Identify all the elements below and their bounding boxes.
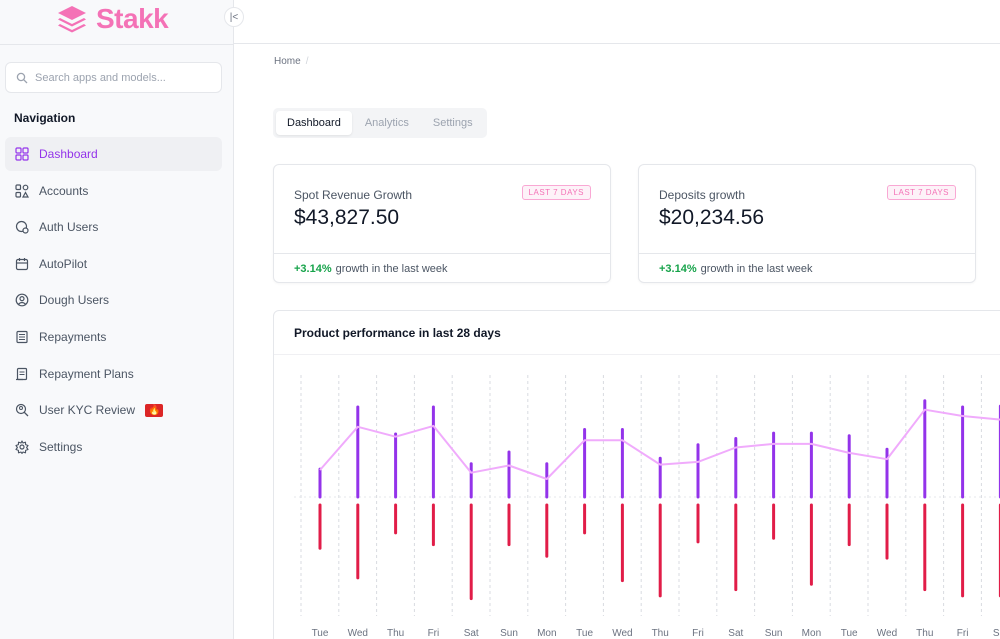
sidebar-item-label: Auth Users [39,220,99,235]
search-icon [16,72,28,83]
nav-heading: Navigation [14,111,76,125]
x-tick-label: Thu [916,628,933,639]
growth-text: growth in the last week [700,262,813,275]
sidebar-item-label: Dough Users [39,293,110,308]
accounts-icon [15,183,29,198]
kyc-search-icon [15,404,29,417]
sidebar-item-label: Repayments [39,329,107,344]
card-footer: +3.14% growth in the last week [639,253,975,283]
collapse-sidebar-button[interactable]: |< [224,7,244,27]
sidebar-item-label: Settings [39,439,83,454]
sidebar-item-label: User KYC Review [39,403,136,418]
chart-title: Product performance in last 28 days [294,326,501,340]
x-tick-label: Thu [387,628,404,639]
chart-divider [274,354,1000,355]
x-tick-label: Fri [428,628,440,639]
dashboard-tabs: Dashboard Analytics Settings [273,108,487,138]
sidebar-item-repayment-plans[interactable]: Repayment Plans [5,357,222,391]
x-tick-label: Fri [957,628,969,639]
x-tick-label: Sat [464,628,479,639]
sidebar-item-dough-users[interactable]: Dough Users [5,283,222,317]
sidebar-item-label: Dashboard [39,147,98,161]
receipt-icon [16,330,28,344]
card-title: Deposits growth [659,188,746,202]
period-badge: LAST 7 DAYS [521,185,591,200]
x-tick-label: Fri [692,628,704,639]
gear-icon [15,440,29,454]
nav-list: Dashboard Accounts Auth Users [5,137,222,466]
sidebar-item-settings[interactable]: Settings [5,430,222,464]
tab-settings[interactable]: Settings [432,117,473,129]
sidebar-item-label: Accounts [39,183,89,198]
period-badge: LAST 7 DAYS [886,185,956,200]
x-tick-label: Mon [537,628,556,639]
x-tick-label: Sun [500,628,518,639]
growth-text: growth in the last week [335,262,448,275]
tab-dashboard[interactable]: Dashboard [276,111,352,135]
sidebar-item-user-kyc-review[interactable]: User KYC Review 🔥 [5,393,222,427]
sidebar: Stakk Navigation Dashboard [0,0,234,639]
x-tick-label: Tue [576,628,593,639]
x-tick-label: Wed [612,628,632,639]
user-circle-icon [15,293,29,307]
sidebar-item-autopilot[interactable]: AutoPilot [5,247,222,281]
sidebar-item-accounts[interactable]: Accounts [5,174,222,208]
breadcrumb-separator: / [305,56,309,67]
search-box[interactable] [5,62,222,93]
x-tick-label: Sat [728,628,743,639]
x-tick-label: Mon [802,628,821,639]
auth-user-icon [15,221,29,234]
fire-badge-icon: 🔥 [145,403,164,417]
sidebar-item-auth-users[interactable]: Auth Users [5,210,222,244]
sidebar-divider [0,44,234,45]
sidebar-item-label: AutoPilot [39,256,88,271]
trend-line [319,408,1000,480]
tab-analytics[interactable]: Analytics [364,117,409,129]
x-tick-label: Wed [877,628,897,639]
sidebar-item-label: Repayment Plans [39,366,134,381]
search-input[interactable] [35,71,205,84]
stack-logo-icon [58,6,86,33]
card-value: $43,827.50 [294,206,400,229]
x-tick-label: Wed [348,628,368,639]
breadcrumb: Home / [274,56,308,67]
x-tick-label: Thu [652,628,669,639]
x-tick-label: Sun [765,628,783,639]
app-name: Stakk [96,3,169,34]
deposits-growth-card: Deposits growth $20,234.56 LAST 7 DAYS +… [638,164,976,283]
calendar-icon [15,257,29,270]
breadcrumb-home[interactable]: Home [274,56,301,67]
grid-icon [15,147,29,161]
x-tick-label: Sat [993,628,1000,639]
sidebar-item-repayments[interactable]: Repayments [5,320,222,354]
sidebar-item-dashboard[interactable]: Dashboard [5,137,222,171]
document-icon [16,367,28,380]
app-logo[interactable]: Stakk [56,2,169,36]
x-tick-label: Tue [841,628,858,639]
top-bar [234,0,1000,44]
collapse-icon: |< [229,11,239,23]
card-footer: +3.14% growth in the last week [274,253,610,283]
card-value: $20,234.56 [659,206,765,229]
card-title: Spot Revenue Growth [294,188,413,202]
spot-revenue-card: Spot Revenue Growth $43,827.50 LAST 7 DA… [273,164,611,283]
performance-chart: Tue Wed Thu Fri Sat Sun Mon Tue Wed Thu Fri Sat Sun M… [294,375,1000,639]
x-tick-label: Tue [312,628,329,639]
growth-percent: +3.14% [659,262,697,275]
growth-percent: +3.14% [294,262,332,275]
product-performance-card: Product performance in last 28 days Tue W… [273,310,1000,639]
